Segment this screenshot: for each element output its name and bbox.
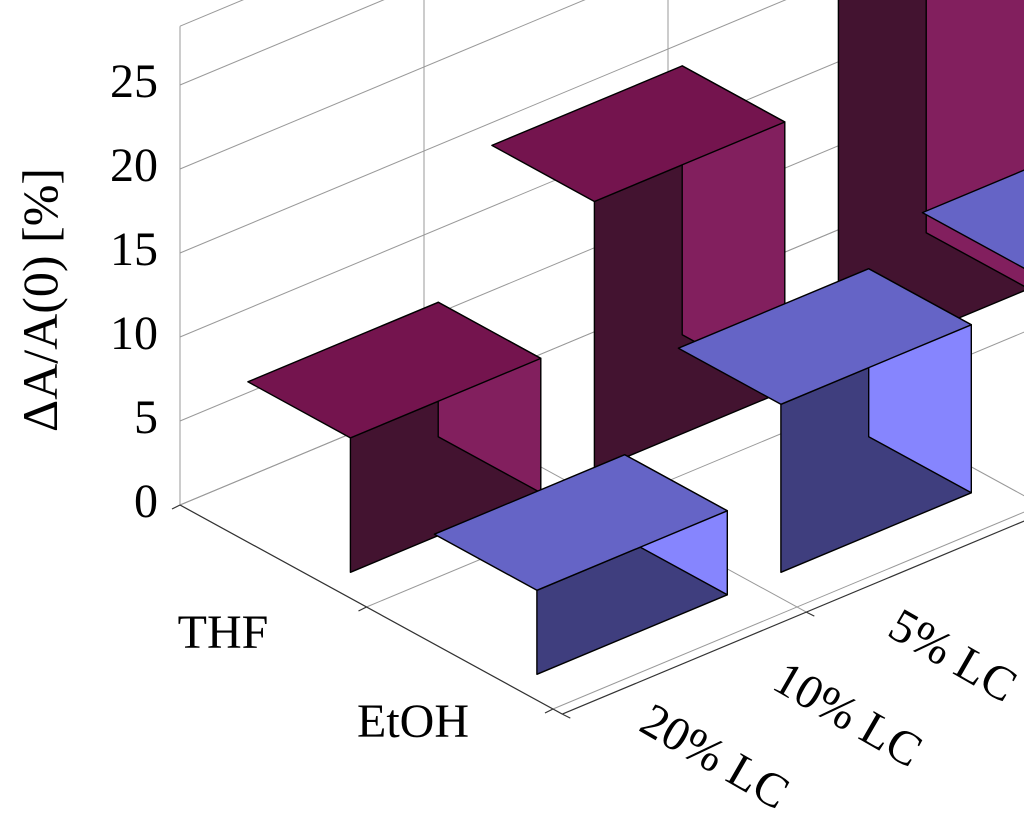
y-tick-label: 15 [110, 223, 158, 276]
category-label-10lc: 10% LC [765, 651, 931, 778]
y-tick-label: 25 [110, 55, 158, 108]
series-tick [172, 505, 180, 509]
series-tick [545, 709, 553, 713]
category-tick [806, 612, 814, 616]
wall-top-edge [180, 0, 912, 26]
gridline-back-wall [180, 31, 912, 337]
chart-bars [248, 0, 1024, 674]
y-tick-label: 5 [134, 391, 158, 444]
y-tick-label: 20 [110, 139, 158, 192]
series-label-thf: THF [178, 606, 269, 659]
category-tick [562, 714, 570, 718]
series-label-etoh: EtOH [357, 695, 469, 748]
y-tick-label: 0 [134, 475, 158, 528]
y-tick-label: 10 [110, 307, 158, 360]
gridline-back-wall [180, 0, 912, 85]
series-tick [359, 607, 367, 611]
y-axis-title: ΔA/A(0) [%] [12, 168, 68, 432]
y-axis-ticks: 0 5 10 15 20 25 [110, 55, 158, 528]
category-label-5lc: 5% LC [880, 598, 1024, 713]
category-label-20lc: 20% LC [632, 693, 798, 820]
